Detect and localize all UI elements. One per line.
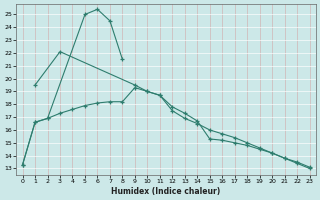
- X-axis label: Humidex (Indice chaleur): Humidex (Indice chaleur): [111, 187, 221, 196]
